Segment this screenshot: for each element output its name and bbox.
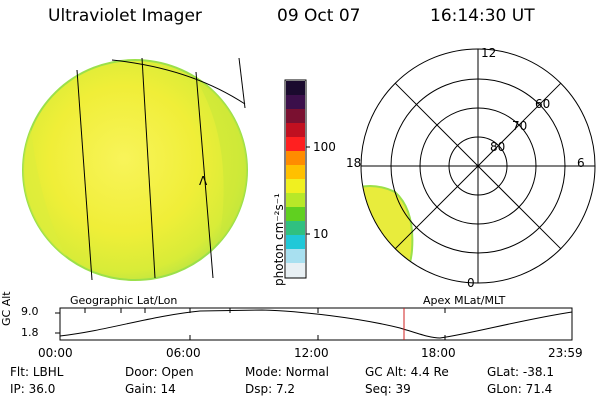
meridian-line-2 xyxy=(141,57,156,279)
altitude-timeline xyxy=(55,307,573,341)
colorbar-segment xyxy=(286,81,305,96)
colorbar xyxy=(284,79,310,279)
colorbar-unit-label: photon cm⁻²s⁻¹ xyxy=(272,193,286,286)
xtick-1800: 18:00 xyxy=(421,346,456,360)
colorbar-segment xyxy=(286,235,305,250)
status-door: Door: Open xyxy=(125,365,194,379)
polar-label-0: 0 xyxy=(467,276,475,290)
colorbar-segment xyxy=(286,95,305,110)
app-title: Ultraviolet Imager xyxy=(48,6,202,26)
time-label: 16:14:30 UT xyxy=(430,6,535,26)
polar-plot xyxy=(360,48,596,284)
colorbar-segment xyxy=(286,123,305,138)
globe-marker: Λ xyxy=(199,174,208,188)
status-glat: GLat: -38.1 xyxy=(487,365,554,379)
latitude-line xyxy=(111,59,246,105)
gc-alt-axis-label: GC Alt xyxy=(0,291,13,326)
meridian-line-3 xyxy=(195,71,214,279)
colorbar-segment xyxy=(286,137,305,152)
ring-label-70: 70 xyxy=(512,119,528,133)
colorbar-segment xyxy=(286,221,305,236)
xtick-1200: 12:00 xyxy=(294,346,329,360)
xtick-2359: 23:59 xyxy=(548,346,583,360)
status-dsp: Dsp: 7.2 xyxy=(245,382,296,396)
colorbar-tick-10: 10 xyxy=(313,227,329,241)
ring-label-80: 80 xyxy=(490,140,506,154)
ytick-9: 9.0 xyxy=(21,305,39,318)
ring-label-60: 60 xyxy=(535,97,551,111)
polar-label-18: 18 xyxy=(346,156,362,170)
colorbar-segment xyxy=(286,109,305,124)
colorbar-segment xyxy=(286,193,305,208)
status-gc-alt: GC Alt: 4.4 Re xyxy=(365,365,449,379)
aurora-patch xyxy=(361,185,414,277)
apex-mlat-title: Apex MLat/MLT xyxy=(423,294,506,307)
status-glon: GLon: 71.4 xyxy=(487,382,553,396)
ytick-1-8: 1.8 xyxy=(21,326,39,339)
colorbar-segment xyxy=(286,249,305,264)
colorbar-segment xyxy=(286,151,305,166)
colorbar-segment xyxy=(286,165,305,180)
status-flt: Flt: LBHL xyxy=(10,365,64,379)
colorbar-segment xyxy=(286,263,305,278)
polar-label-6: 6 xyxy=(577,156,585,170)
terminator-line xyxy=(238,57,246,109)
status-seq: Seq: 39 xyxy=(365,382,411,396)
status-gain: Gain: 14 xyxy=(125,382,176,396)
status-ip: IP: 36.0 xyxy=(10,382,56,396)
polar-label-12: 12 xyxy=(481,46,497,60)
status-mode: Mode: Normal xyxy=(245,365,329,379)
colorbar-segment xyxy=(286,179,305,194)
colorbar-tick-100: 100 xyxy=(313,140,336,154)
xtick-0000: 00:00 xyxy=(38,346,73,360)
meridian-line-1 xyxy=(76,69,93,281)
altitude-curve xyxy=(59,309,573,339)
earth-uv-image xyxy=(22,57,248,281)
date-label: 09 Oct 07 xyxy=(277,6,361,26)
xtick-0600: 06:00 xyxy=(166,346,201,360)
geo-latlon-title: Geographic Lat/Lon xyxy=(70,294,178,307)
colorbar-segment xyxy=(286,207,305,222)
